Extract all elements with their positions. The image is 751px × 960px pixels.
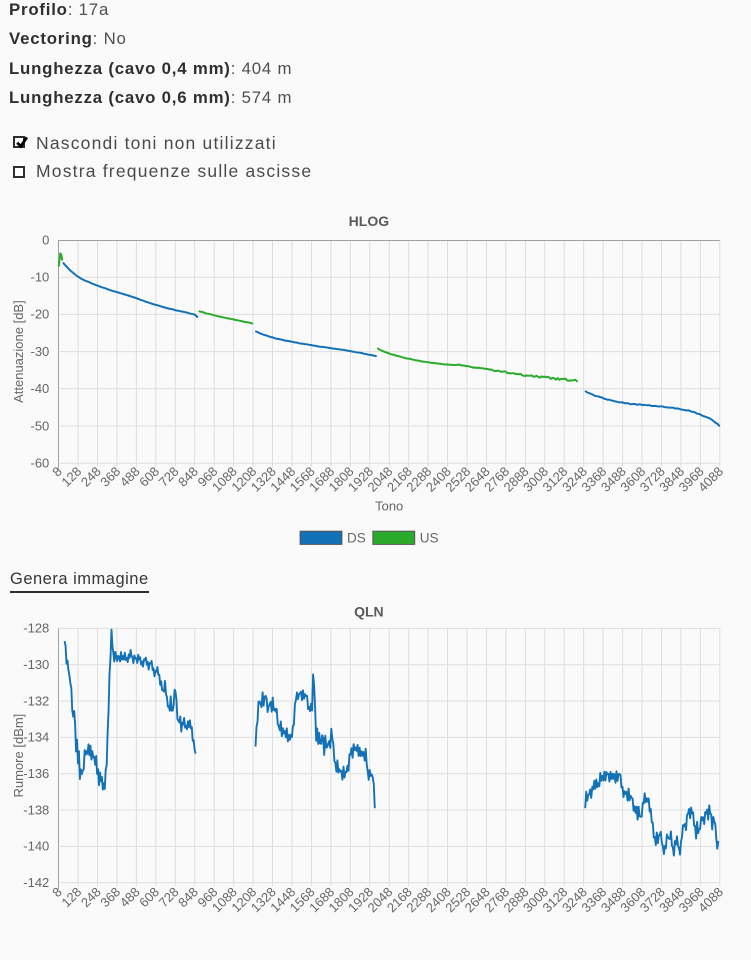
svg-text:-60: -60	[31, 456, 50, 471]
svg-text:-132: -132	[23, 693, 49, 708]
svg-text:-130: -130	[23, 657, 49, 672]
svg-text:0: 0	[42, 232, 49, 247]
svg-text:-134: -134	[23, 730, 49, 745]
svg-text:-20: -20	[31, 307, 50, 322]
svg-text:-128: -128	[23, 621, 49, 636]
svg-text:QLN: QLN	[354, 604, 384, 620]
svg-text:-10: -10	[31, 270, 50, 285]
svg-text:-50: -50	[31, 418, 50, 433]
svg-text:US: US	[420, 530, 439, 545]
svg-text:Rumore [dBm]: Rumore [dBm]	[11, 714, 26, 798]
svg-text:Tono: Tono	[375, 499, 403, 514]
svg-text:-30: -30	[31, 344, 50, 359]
svg-text:-136: -136	[23, 766, 49, 781]
svg-text:-40: -40	[31, 381, 50, 396]
svg-text:-142: -142	[23, 875, 49, 890]
svg-text:HLOG: HLOG	[349, 213, 390, 229]
svg-text:-140: -140	[23, 839, 49, 854]
svg-text:Attenuazione [dB]: Attenuazione [dB]	[11, 300, 26, 403]
svg-text:DS: DS	[347, 530, 366, 545]
svg-text:-138: -138	[23, 802, 49, 817]
